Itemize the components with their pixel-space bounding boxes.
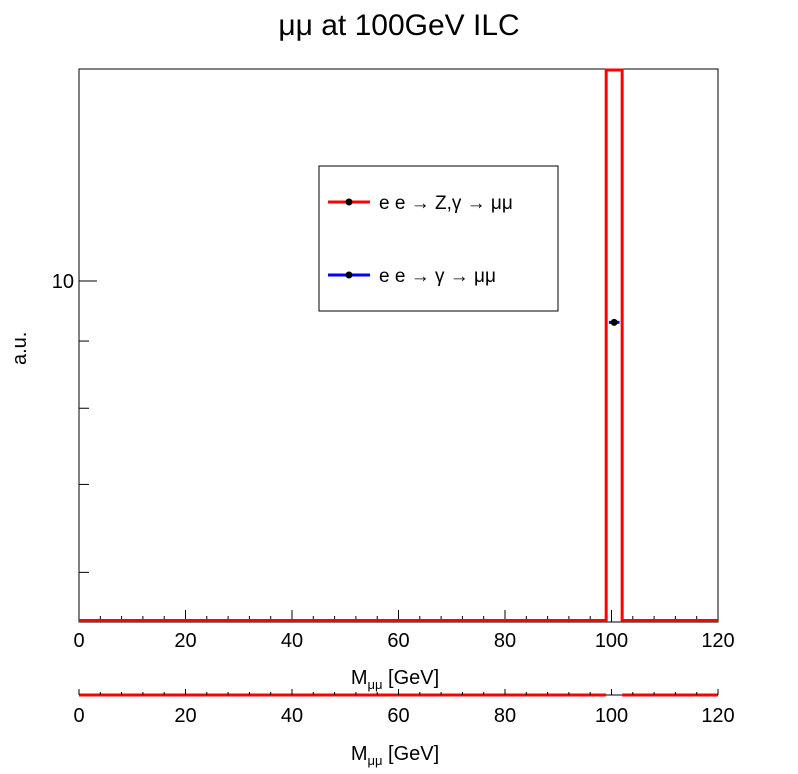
lower-x-tick-label: 40 <box>281 705 303 727</box>
lower-x-tick-label: 0 <box>73 705 84 727</box>
chart-title: μμ at 100GeV ILC <box>278 9 519 42</box>
x-tick-label: 120 <box>701 630 734 652</box>
lower-x-axis-tick-labels: 0 20 40 60 80 100 120 <box>73 705 734 727</box>
x-axis-label: Mμμ [GeV] <box>351 667 439 692</box>
lower-x-tick-label: 60 <box>387 705 409 727</box>
x-axis-tick-labels: 0 20 40 60 80 100 120 <box>73 630 734 652</box>
lower-x-tick-label: 120 <box>701 705 734 727</box>
x-tick-label: 60 <box>387 630 409 652</box>
x-tick-label: 20 <box>174 630 196 652</box>
legend-label-gamma: e e → γ → μμ <box>379 266 496 287</box>
legend: e e → Z,γ → μμ e e → γ → μμ <box>318 165 559 312</box>
lower-x-axis-ticks <box>78 689 719 696</box>
lower-x-tick-label: 80 <box>494 705 516 727</box>
lower-x-tick-label: 20 <box>174 705 196 727</box>
lower-x-tick-label: 100 <box>595 705 628 727</box>
y-axis-ticks <box>79 280 97 573</box>
x-tick-label: 40 <box>281 630 303 652</box>
x-tick-label: 100 <box>595 630 628 652</box>
legend-marker-zgamma <box>345 198 353 206</box>
y-tick-label: 10 <box>52 271 74 293</box>
y-axis-label: a.u. <box>9 332 31 365</box>
y-axis-tick-labels: 10 <box>52 271 74 293</box>
x-tick-label: 80 <box>494 630 516 652</box>
series-gamma-point <box>610 318 618 326</box>
x-tick-label: 0 <box>73 630 84 652</box>
legend-label-zgamma: e e → Z,γ → μμ <box>379 193 513 214</box>
lower-x-axis-label: Mμμ [GeV] <box>351 743 439 768</box>
legend-marker-gamma <box>345 271 353 279</box>
series-zgamma-histogram <box>79 68 718 622</box>
series-layer <box>79 68 718 622</box>
legend-box <box>318 165 559 312</box>
